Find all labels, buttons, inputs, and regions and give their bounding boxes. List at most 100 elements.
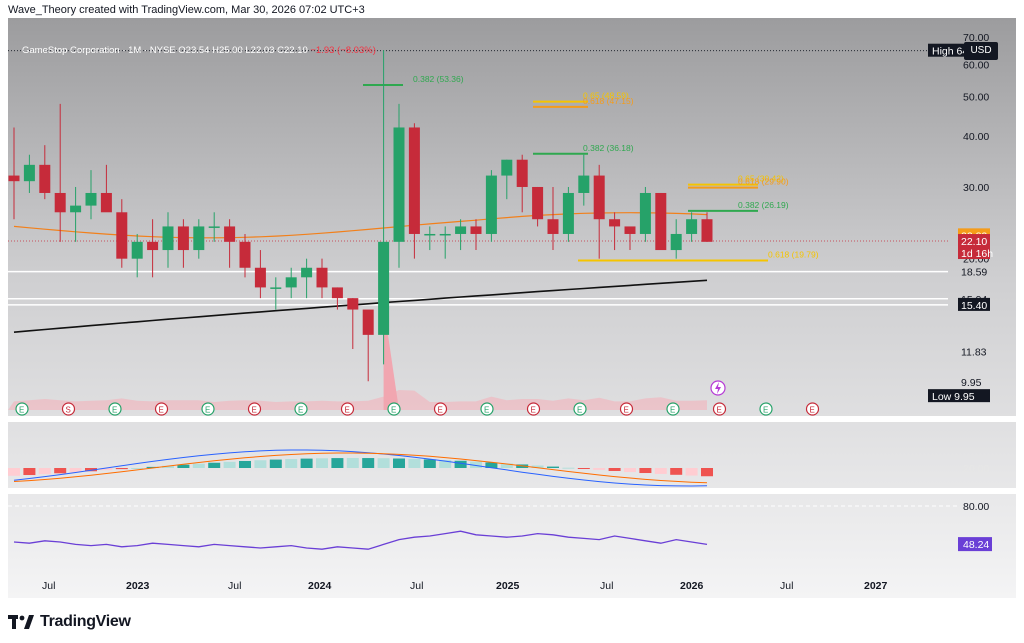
low-value: L22.03: [245, 45, 275, 56]
open-value: O23.54: [178, 45, 210, 56]
time-tick: 2025: [496, 580, 520, 592]
event-marker-label: E: [531, 406, 536, 415]
macd-histogram-bar: [485, 462, 498, 468]
candle-body: [162, 226, 174, 251]
macd-histogram-bar: [685, 468, 698, 476]
macd-histogram-bar: [115, 468, 128, 470]
macd-histogram-bar: [377, 458, 390, 468]
event-marker-icon: [247, 402, 262, 416]
candle-body: [639, 192, 651, 234]
macd-histogram-bar: [331, 458, 344, 468]
time-tick: 2026: [680, 580, 704, 592]
macd-histogram-bar: [85, 468, 97, 472]
candle-body: [455, 226, 467, 234]
event-marker-icon: [573, 402, 587, 416]
fib-level-label: 0.382 (53.36): [413, 74, 464, 84]
fib-level-label: 0.618 (19.79): [768, 249, 819, 259]
fib-level-label: 0.618 (47.15): [583, 96, 634, 106]
event-marker-icon: [712, 402, 727, 416]
candle-body: [439, 233, 451, 236]
macd-histogram-bar: [454, 460, 467, 468]
price-label: 18.59: [961, 267, 987, 279]
macd-histogram-bar: [100, 468, 113, 471]
candle-body: [331, 287, 343, 299]
macd-histogram-bar: [670, 468, 683, 475]
candle-body: [424, 233, 436, 236]
event-marker-icon: [526, 402, 541, 416]
event-marker-icon: [619, 402, 634, 416]
time-tick: Jul: [410, 580, 423, 592]
candle-body: [239, 241, 251, 268]
macd-histogram-bar: [38, 468, 51, 475]
price-tick: 60.00: [963, 59, 989, 71]
macd-histogram-bar: [300, 458, 313, 468]
macd-histogram-bar: [162, 465, 174, 468]
event-marker-icon: [15, 402, 29, 416]
candle-body: [362, 309, 374, 335]
high-value: H25.00: [212, 45, 243, 56]
macd-histogram-bar: [408, 458, 421, 468]
price-label: 11.83: [961, 347, 987, 359]
candle-body: [485, 175, 497, 234]
event-marker-icon: [480, 402, 494, 416]
ma-orange-line: [13, 212, 708, 239]
candle-body: [316, 267, 328, 288]
candle-body: [301, 267, 313, 278]
macd-histogram-bar: [593, 468, 606, 470]
event-marker-label: E: [484, 406, 489, 415]
symbol-name: GameStop Corporation · 1M · NYSE: [22, 45, 176, 56]
event-marker-icon: [61, 402, 76, 416]
fib-level-label: 0.618 (29.90): [738, 177, 789, 187]
event-marker-label: E: [19, 406, 24, 415]
event-marker-label: E: [345, 406, 350, 415]
macd-histogram-bar: [177, 464, 190, 468]
candle-body: [254, 267, 266, 288]
candle-body: [624, 226, 636, 234]
macd-histogram-bar: [269, 459, 282, 468]
event-marker-label: E: [298, 406, 303, 415]
event-marker-label: E: [577, 406, 582, 415]
event-marker-label: E: [112, 406, 117, 415]
time-tick: 2027: [864, 580, 888, 592]
candle-body: [100, 192, 112, 213]
macd-histogram-bar: [654, 468, 667, 474]
symbol-legend: GameStop Corporation · 1M · NYSE O23.54 …: [22, 45, 376, 56]
brand-name: TradingView: [40, 613, 131, 630]
macd-histogram-bar: [223, 461, 236, 468]
candle-body: [54, 192, 66, 213]
event-marker-icon: [759, 402, 773, 416]
fib-level-label: 0.65 (30.42): [738, 174, 784, 184]
event-marker-label: E: [252, 406, 257, 415]
candle-body: [408, 127, 420, 234]
footer: TradingView: [8, 611, 131, 633]
macd-histogram-bar: [192, 463, 205, 468]
event-marker-label: S: [66, 406, 71, 415]
candle-body: [208, 226, 220, 228]
candle-body: [116, 212, 128, 259]
time-tick: 2024: [308, 580, 332, 592]
candle-body: [224, 226, 236, 242]
time-tick: Jul: [780, 580, 793, 592]
candle-body: [516, 159, 528, 187]
tradingview-logo-icon: [8, 615, 34, 629]
signal-line: [13, 452, 708, 484]
fib-level-label: 0.65 (48.59): [583, 91, 629, 101]
event-marker-icon: [805, 402, 820, 416]
macd-histogram-bar: [316, 458, 328, 468]
macd-histogram-bar: [639, 468, 652, 474]
price-chart[interactable]: 0.618 (78.53)0.65 (48.59)0.618 (47.15)0.…: [8, 18, 1016, 598]
currency-button[interactable]: USD: [964, 42, 998, 60]
rsi-line: [13, 530, 708, 550]
macd-histogram-bar: [362, 458, 375, 468]
rsi-value-bg: [958, 537, 992, 552]
event-marker-label: E: [391, 406, 396, 415]
chart-frame[interactable]: 0.618 (78.53)0.65 (48.59)0.618 (47.15)0.…: [8, 18, 1016, 598]
candle-body: [285, 277, 297, 288]
fib-level-label: 0.382 (36.18): [583, 143, 634, 153]
event-marker-icon: [387, 402, 401, 416]
macd-histogram-bar: [346, 458, 359, 468]
macd-histogram-bar: [208, 462, 221, 468]
price-tick: 70.00: [963, 32, 989, 44]
candle-body: [670, 233, 682, 251]
macd-histogram-bar: [500, 463, 513, 468]
